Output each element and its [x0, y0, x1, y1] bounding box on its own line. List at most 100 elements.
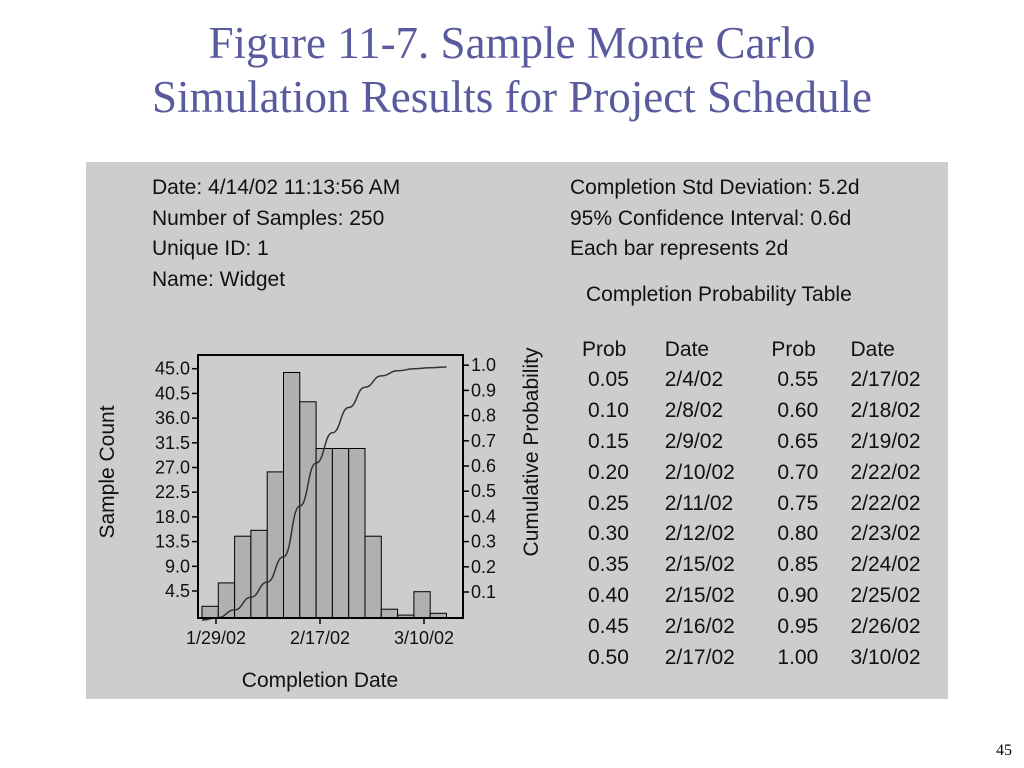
date-cell: 2/24/02: [850, 553, 921, 577]
prob-cell: 1.00: [777, 645, 819, 669]
column-header: Date: [664, 338, 710, 361]
histogram-bar: [331, 448, 350, 619]
bar-width-info: Each bar represents 2d: [570, 237, 789, 260]
slide-title-line-2: Simulation Results for Project Schedule: [152, 72, 872, 122]
date-cell: 2/23/02: [850, 522, 921, 546]
date-cell: 2/15/02: [664, 583, 735, 607]
prob-cell: 0.95: [777, 614, 819, 638]
histogram-bar: [250, 529, 268, 619]
y2-tick-label: 0.5: [471, 481, 496, 501]
prob-cell: 0.50: [588, 645, 629, 669]
y2-tick-label: 0.9: [471, 380, 496, 400]
date-cell: 2/4/02: [664, 368, 724, 392]
table-row: 0.30 2/12/02 0.80 2/23/02: [582, 519, 948, 550]
date-cell: 2/18/02: [850, 399, 921, 423]
y-tick-label: 4.5: [165, 581, 190, 601]
table-row: 0.25 2/11/02 0.75 2/22/02: [582, 488, 948, 519]
y-tick-label: 27.0: [155, 458, 190, 478]
table-row: 0.35 2/15/02 0.85 2/24/02: [582, 550, 948, 581]
date-cell: 2/25/02: [850, 583, 921, 607]
histogram-bar: [348, 448, 366, 619]
prob-cell: 0.25: [588, 491, 629, 515]
prob-cell: 0.45: [588, 614, 629, 638]
date-cell: 2/19/02: [850, 429, 921, 453]
sample-count-info: Number of Samples: 250: [152, 206, 385, 230]
secondary-y-axis-label: Cumulative Probability: [520, 347, 543, 556]
x-tick-label: 1/29/02: [186, 628, 246, 648]
prob-cell: 0.80: [777, 522, 819, 546]
date-cell: 2/22/02: [850, 460, 921, 484]
y-tick-label: 13.5: [155, 532, 190, 552]
figure-panel: Date: 4/14/02 11:13:56 AM Number of Samp…: [86, 162, 948, 699]
prob-cell: 0.30: [588, 522, 629, 546]
y2-tick-label: 0.8: [471, 406, 496, 426]
unique-id-info: Unique ID: 1: [152, 237, 269, 260]
prob-cell: 0.15: [588, 429, 629, 453]
column-header: Date: [850, 338, 895, 361]
y-tick-label: 31.5: [155, 433, 190, 453]
table-row: 0.05 2/4/02 0.55 2/17/02: [582, 365, 948, 396]
y2-tick-label: 0.2: [471, 557, 496, 577]
run-date: Date: 4/14/02 11:13:56 AM: [152, 176, 401, 199]
prob-cell: 0.90: [777, 583, 819, 607]
prob-cell: 0.70: [777, 460, 819, 484]
y2-tick-label: 1.0: [471, 355, 496, 375]
date-cell: 2/26/02: [850, 614, 921, 638]
y2-tick-label: 0.1: [471, 582, 496, 602]
prob-cell: 0.20: [588, 460, 629, 484]
x-tick-label: 2/17/02: [290, 628, 350, 648]
histogram-bar: [299, 401, 317, 619]
axis-ticks: 4.5 9.0 13.5 18.0 22.5 27.0 31.5 36.0 40.5 45.0 0.…: [155, 355, 496, 648]
y-tick-label: 9.0: [165, 556, 190, 576]
table-row: 0.10 2/8/02 0.60 2/18/02: [582, 396, 948, 427]
histogram-bars: [201, 372, 448, 619]
slide-title-line-1: Figure 11-7. Sample Monte Carlo: [208, 18, 816, 68]
prob-cell: 0.10: [588, 399, 629, 423]
column-header: Prob: [771, 338, 816, 361]
run-info: Date: 4/14/02 11:13:56 AM Number of Samp…: [152, 173, 400, 295]
monte-carlo-histogram: 4.5 9.0 13.5 18.0 22.5 27.0 31.5 36.0 40.5 45.0 0.…: [96, 347, 543, 692]
date-cell: 2/10/02: [664, 460, 735, 484]
date-cell: 2/11/02: [664, 491, 734, 515]
y-tick-label: 22.5: [155, 482, 190, 502]
table-row: 0.50 2/17/02 1.00 3/10/02: [582, 642, 948, 673]
date-cell: 2/8/02: [664, 399, 724, 423]
probability-table: Prob Date Prob Date 0.05 2/4/02 0.55 2/1…: [582, 335, 948, 673]
histogram-bar: [266, 471, 284, 619]
prob-cell: 0.65: [777, 429, 819, 453]
column-header: Prob: [582, 338, 627, 361]
x-axis-label: Completion Date: [242, 669, 398, 692]
slide-title: Figure 11-7. Sample Monte Carlo Simulati…: [0, 16, 1024, 124]
task-name-info: Name: Widget: [152, 267, 286, 291]
y-tick-label: 18.0: [155, 507, 190, 527]
std-deviation-info: Completion Std Deviation: 5.2d: [570, 176, 860, 199]
prob-cell: 0.35: [588, 553, 629, 577]
prob-cell: 0.85: [777, 553, 819, 577]
page-number: 45: [996, 742, 1012, 759]
prob-cell: 0.55: [777, 368, 819, 392]
date-cell: 2/12/02: [664, 522, 735, 546]
date-cell: 2/17/02: [850, 368, 921, 392]
histogram-bar: [364, 535, 382, 619]
date-cell: 2/9/02: [664, 429, 724, 453]
confidence-interval-info: 95% Confidence Interval: 0.6d: [570, 206, 852, 230]
histogram-bar: [380, 608, 399, 619]
prob-cell: 0.60: [777, 399, 819, 423]
table-row: 0.40 2/15/02 0.90 2/25/02: [582, 581, 948, 612]
y-tick-label: 36.0: [155, 408, 190, 428]
table-header-row: Prob Date Prob Date: [582, 335, 948, 365]
cumulative-probability-curve: [201, 366, 447, 621]
table-row: 0.15 2/9/02 0.65 2/19/02: [582, 427, 948, 458]
probability-table-title: Completion Probability Table: [586, 283, 852, 306]
y-tick-label: 40.5: [155, 383, 190, 403]
date-cell: 3/10/02: [850, 645, 921, 669]
y-tick-label: 45.0: [155, 359, 190, 379]
histogram-bar: [234, 535, 252, 619]
prob-cell: 0.75: [777, 491, 819, 515]
prob-cell: 0.40: [588, 583, 629, 607]
table-row: 0.45 2/16/02 0.95 2/26/02: [582, 611, 948, 642]
date-cell: 2/16/02: [664, 614, 735, 638]
plot-frame: [197, 354, 464, 619]
x-tick-label: 3/10/02: [394, 628, 454, 648]
histogram-bar: [413, 591, 431, 619]
